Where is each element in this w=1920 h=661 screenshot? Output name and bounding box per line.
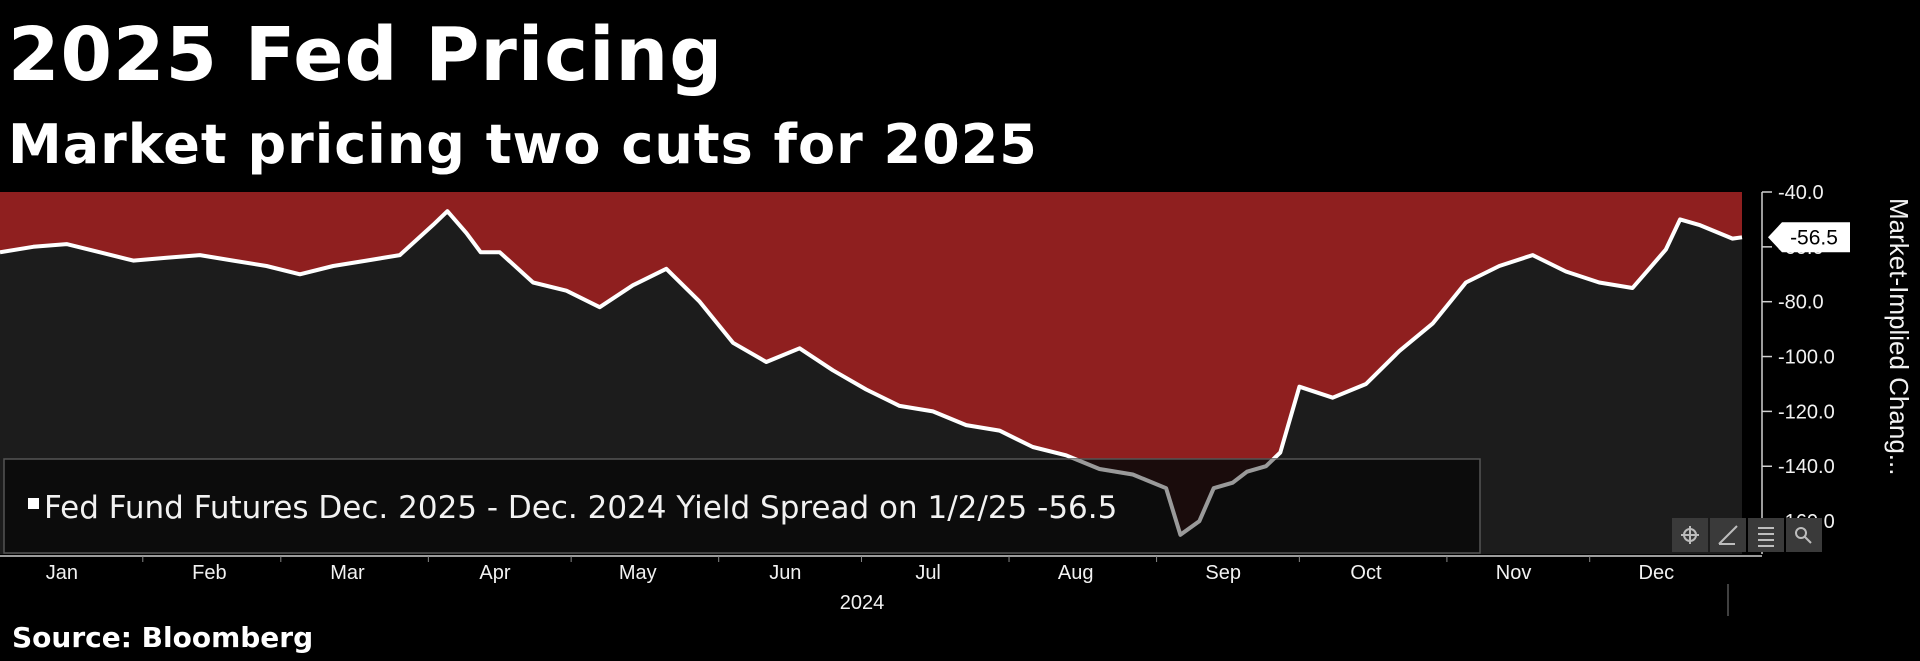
legend-label: Fed Fund Futures Dec. 2025 - Dec. 2024 Y… [44,490,1117,526]
y-tick-label: -40.0 [1778,182,1824,204]
y-tick-label: -100.0 [1778,347,1835,369]
chart-subtitle: Market pricing two cuts for 2025 [8,113,1038,176]
chart-toolbar [1672,518,1822,552]
x-tick-label: Jan [46,562,78,584]
x-tick-label: Jul [915,562,941,584]
zoom-icon [1795,527,1812,544]
source-note: Source: Bloomberg [12,621,314,654]
y-tick-label: -80.0 [1778,292,1824,314]
x-tick-label: Dec [1639,562,1675,584]
last-value-label: -56.5 [1790,226,1838,249]
x-tick-label: Apr [479,562,510,584]
fill-above-line [0,192,1742,535]
x-tick-label: Oct [1350,562,1382,584]
x-tick-label: Mar [330,562,365,584]
legend-swatch [28,498,39,509]
y-axis-title: Market-Implied Chang... [1884,198,1914,475]
x-axis-year-label: 2024 [840,592,885,614]
last-value-tag: -56.5 [1768,222,1850,253]
x-tick-label: Feb [192,562,226,584]
legend-icon [1758,527,1774,547]
legend: Fed Fund Futures Dec. 2025 - Dec. 2024 Y… [3,458,1481,554]
y-tick-label: -140.0 [1778,456,1835,478]
x-tick-label: Jun [769,562,801,584]
series-line [0,209,1743,537]
y-tick-label: -120.0 [1778,401,1835,423]
x-tick-label: May [619,562,657,584]
x-tick-label: Nov [1496,562,1532,584]
x-tick-label: Sep [1205,562,1241,584]
zoom-button[interactable] [1786,518,1822,552]
x-tick-label: Aug [1058,562,1094,584]
draw-icon [1718,525,1738,545]
x-axis: 2024 Jan Feb Mar Apr May Jun Jul Aug Sep Oct Nov De… [0,555,1762,614]
crosshair-icon [1681,526,1699,544]
chart-title: 2025 Fed Pricing [8,12,724,98]
